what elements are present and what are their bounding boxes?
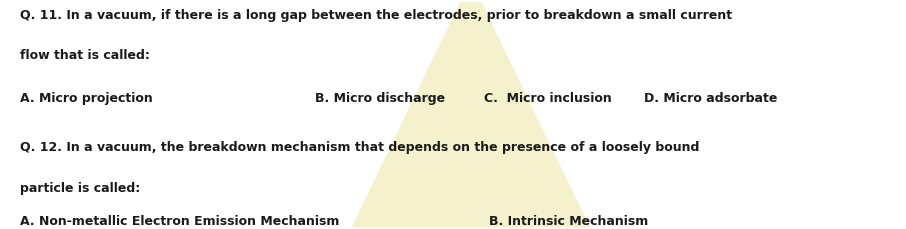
Text: A. Non-metallic Electron Emission Mechanism: A. Non-metallic Electron Emission Mechan… <box>20 215 339 229</box>
Text: particle is called:: particle is called: <box>20 182 140 195</box>
Text: Q. 11. In a vacuum, if there is a long gap between the electrodes, prior to brea: Q. 11. In a vacuum, if there is a long g… <box>20 9 732 22</box>
Text: A. Micro projection: A. Micro projection <box>20 92 152 105</box>
Text: flow that is called:: flow that is called: <box>20 49 149 63</box>
Text: D. Micro adsorbate: D. Micro adsorbate <box>644 92 777 105</box>
Polygon shape <box>346 0 595 229</box>
Text: Q. 12. In a vacuum, the breakdown mechanism that depends on the presence of a lo: Q. 12. In a vacuum, the breakdown mechan… <box>20 142 699 154</box>
Text: C.  Micro inclusion: C. Micro inclusion <box>484 92 612 105</box>
Text: B. Intrinsic Mechanism: B. Intrinsic Mechanism <box>488 215 648 229</box>
Text: B. Micro discharge: B. Micro discharge <box>315 92 446 105</box>
